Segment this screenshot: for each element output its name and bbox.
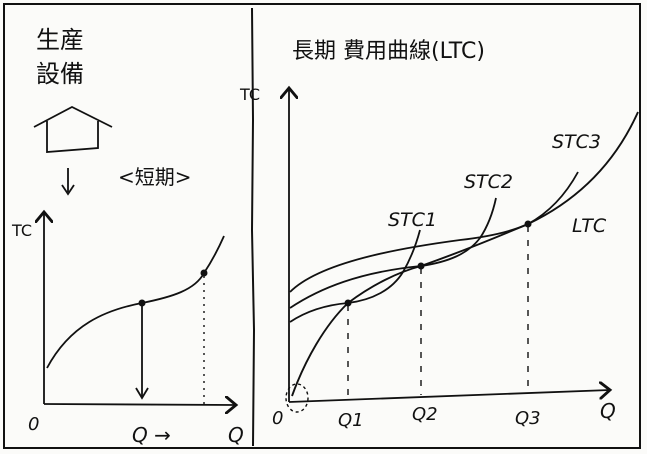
left-x-axis-label: Q [228, 423, 244, 447]
left-tc-curve [46, 235, 225, 369]
label-stc2: STC2 [464, 171, 513, 193]
panel-divider [250, 7, 256, 447]
right-origin-label: 0 [272, 408, 283, 429]
left-bottom-label: Q → [132, 423, 171, 447]
label-stc3: STC3 [552, 131, 601, 153]
right-panel: 長期 費用曲線(LTC) TC 0 Q Q1 Q2 Q3 STC1 STC2 S [239, 39, 639, 431]
stc2-curve [289, 197, 497, 309]
left-point-b [200, 269, 208, 277]
right-x-axis-label: Q [600, 399, 616, 423]
tangent-point-q2 [417, 262, 425, 270]
left-heading-line2: 設備 [36, 60, 84, 88]
left-point-a [138, 299, 146, 307]
left-panel: 生産 設備 <短期> TC 0 Q Q → [11, 26, 244, 447]
down-arrow-icon [61, 168, 75, 196]
label-stc1: STC1 [388, 209, 437, 231]
tick-q3: Q3 [515, 408, 541, 429]
origin-circle [285, 383, 309, 413]
house-icon [33, 105, 113, 153]
stc1-curve [289, 229, 421, 323]
left-heading-line1: 生産 [36, 26, 84, 54]
ltc-curve [291, 111, 639, 397]
right-title: 長期 費用曲線(LTC) [292, 39, 485, 64]
tick-q2: Q2 [412, 404, 438, 425]
right-x-axis [288, 390, 610, 403]
left-subtitle: <短期> [118, 165, 192, 189]
stc3-curve [289, 171, 579, 293]
label-ltc: LTC [572, 215, 607, 237]
tangent-point-q3 [524, 220, 532, 228]
left-origin-label: 0 [28, 414, 39, 435]
left-drop-arrowhead [135, 387, 149, 400]
left-x-axis [43, 404, 236, 405]
page-border [3, 3, 641, 449]
tick-q1: Q1 [338, 410, 364, 431]
right-y-axis-label: TC [239, 85, 260, 104]
left-y-axis-label: TC [11, 221, 32, 240]
tangent-point-q1 [344, 299, 352, 307]
